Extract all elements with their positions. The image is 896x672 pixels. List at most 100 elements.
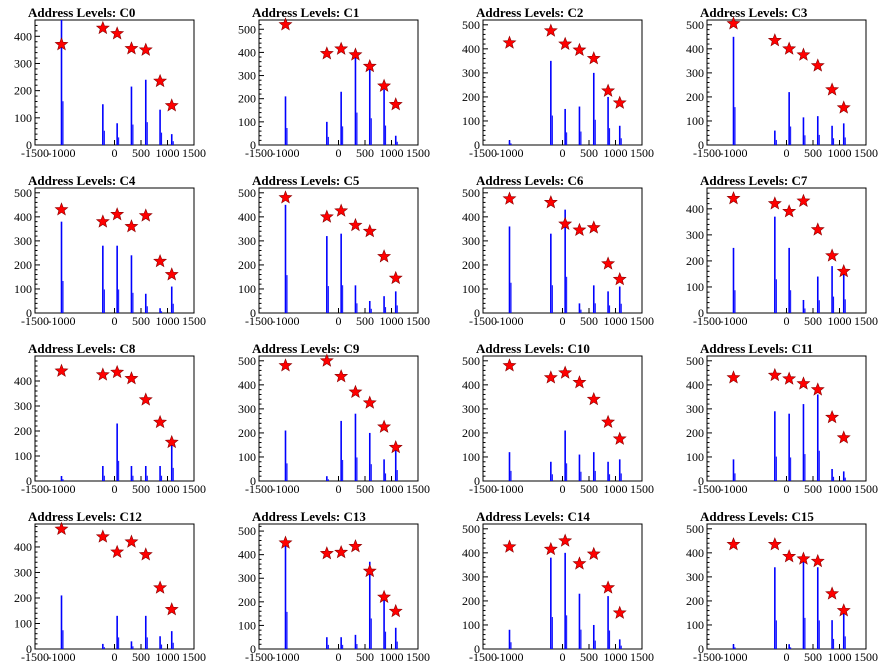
chart-title: Address Levels: C15 bbox=[700, 509, 814, 524]
x-tick-label: 0 bbox=[112, 314, 118, 328]
star-marker-icon bbox=[164, 267, 179, 281]
x-tick-label: -1500 bbox=[693, 482, 721, 496]
y-tick-label: 300 bbox=[686, 402, 704, 416]
plot-frame bbox=[706, 355, 867, 482]
star-marker-icon bbox=[388, 440, 403, 454]
x-tick-label: 500 bbox=[132, 482, 150, 496]
star-marker-icon bbox=[543, 370, 558, 384]
x-tick-label: -1500 bbox=[469, 146, 497, 160]
star-marker-icon bbox=[377, 78, 392, 92]
star-marker-icon bbox=[810, 222, 825, 236]
star-marker-icon bbox=[54, 202, 69, 216]
y-tick-label: 500 bbox=[462, 186, 480, 200]
y-tick-label: 300 bbox=[14, 56, 32, 70]
y-tick-label: 100 bbox=[14, 282, 32, 296]
star-marker-icon bbox=[601, 83, 616, 97]
y-tick-label: 400 bbox=[686, 546, 704, 560]
star-marker-icon bbox=[502, 358, 517, 372]
chart-plot: 0 100 200 300 400 500 -1500-1000 0 500 1000 1500 bbox=[14, 186, 206, 328]
x-tick-label: 1000 bbox=[380, 314, 404, 328]
y-tick-label: 300 bbox=[462, 402, 480, 416]
chart-panel: Address Levels: C0 0 100 200 300 400 -1500 -100… bbox=[0, 0, 224, 168]
star-marker-icon bbox=[572, 375, 587, 389]
star-marker-icon bbox=[836, 430, 851, 444]
x-tick-label: 1000 bbox=[156, 146, 180, 160]
x-tick-label: -1000 bbox=[48, 314, 76, 328]
star-marker-icon bbox=[612, 95, 627, 109]
chart-panel: Address Levels: C2 0 100 200 300 400 500 -1500-… bbox=[448, 0, 672, 168]
y-tick-label: 400 bbox=[14, 374, 32, 388]
x-tick-label: 500 bbox=[804, 314, 822, 328]
star-marker-icon bbox=[782, 371, 797, 385]
star-marker-icon bbox=[502, 35, 517, 49]
y-tick-label: 300 bbox=[238, 234, 256, 248]
x-tick-label: -1000 bbox=[496, 146, 524, 160]
star-marker-icon bbox=[110, 26, 125, 40]
y-tick-label: 200 bbox=[686, 594, 704, 608]
y-tick-label: 500 bbox=[462, 18, 480, 32]
plot-frame bbox=[34, 187, 195, 314]
star-marker-icon bbox=[782, 204, 797, 218]
chart-plot: 0 100 200 300 400 500 -1500-1000 0 500 1000 1500 bbox=[462, 522, 654, 664]
x-tick-label: -1500 bbox=[693, 146, 721, 160]
x-tick-label: -1500 bbox=[245, 650, 273, 664]
chart-plot: 0 100 200 300 400 -1500-1000 0 500 1000 1500 bbox=[14, 521, 206, 664]
x-tick-label: 0 bbox=[560, 146, 566, 160]
y-tick-label: 200 bbox=[14, 84, 32, 98]
y-tick-label: 200 bbox=[238, 92, 256, 106]
x-tick-label: -1000 bbox=[496, 314, 524, 328]
y-tick-label: 300 bbox=[14, 399, 32, 413]
x-tick-label: 0 bbox=[560, 482, 566, 496]
star-marker-icon bbox=[124, 534, 139, 548]
x-tick-label: 0 bbox=[784, 482, 790, 496]
y-tick-label: 500 bbox=[686, 354, 704, 368]
chart-panel: Address Levels: C1 0 100 200 300 400 500 -1500-… bbox=[224, 0, 448, 168]
star-marker-icon bbox=[796, 193, 811, 207]
x-tick-label: 0 bbox=[112, 650, 118, 664]
star-marker-icon bbox=[836, 100, 851, 114]
chart-plot: 0 100 200 300 400 -1500-1000 0 500 1000 1500 bbox=[14, 19, 206, 160]
star-marker-icon bbox=[377, 419, 392, 433]
x-tick-label: 0 bbox=[336, 146, 342, 160]
x-tick-label: 1500 bbox=[406, 650, 430, 664]
star-marker-icon bbox=[558, 216, 573, 230]
y-tick-label: 100 bbox=[238, 115, 256, 129]
star-marker-icon bbox=[138, 42, 153, 56]
x-tick-label: 1500 bbox=[854, 314, 878, 328]
y-tick-label: 500 bbox=[462, 354, 480, 368]
star-marker-icon bbox=[138, 392, 153, 406]
y-tick-label: 100 bbox=[14, 616, 32, 630]
star-marker-icon bbox=[348, 539, 363, 553]
star-marker-icon bbox=[138, 208, 153, 222]
chart-title: Address Levels: C8 bbox=[28, 341, 136, 356]
star-marker-icon bbox=[278, 190, 293, 204]
x-tick-label: 500 bbox=[580, 314, 598, 328]
star-marker-icon bbox=[278, 535, 293, 549]
star-marker-icon bbox=[572, 556, 587, 570]
y-tick-label: 500 bbox=[238, 354, 256, 368]
chart-panel: Address Levels: C5 0 100 200 300 400 500 -1500-… bbox=[224, 168, 448, 336]
star-marker-icon bbox=[54, 37, 69, 51]
chart-panel: Address Levels: C13 0 100 200 300 400 500 -1500… bbox=[224, 504, 448, 672]
x-tick-label: 1000 bbox=[828, 482, 852, 496]
y-tick-label: 100 bbox=[462, 450, 480, 464]
x-tick-label: 500 bbox=[132, 146, 150, 160]
chart-plot: 0 100 200 300 400 500 -1500-1000 0 500 1000 1500 bbox=[238, 523, 430, 664]
plot-frame bbox=[706, 19, 867, 146]
y-tick-label: 400 bbox=[462, 42, 480, 56]
x-tick-label: -1500 bbox=[469, 482, 497, 496]
star-marker-icon bbox=[796, 47, 811, 61]
chart-plot: 0 100 200 300 400 500 -1500-1000 0 500 1000 1500 bbox=[238, 353, 430, 496]
y-tick-label: 0 bbox=[250, 642, 256, 656]
y-tick-label: 0 bbox=[474, 642, 480, 656]
chart-plot: 0 100 200 300 400 -1500-1000 0 500 1000 1500 bbox=[686, 187, 878, 328]
y-tick-label: 500 bbox=[238, 524, 256, 538]
chart-panel: Address Levels: C9 0 100 200 300 400 500 -1500-… bbox=[224, 336, 448, 504]
star-marker-icon bbox=[95, 20, 110, 35]
y-tick-label: 100 bbox=[238, 618, 256, 632]
x-tick-label: -1500 bbox=[245, 314, 273, 328]
x-tick-label: 1500 bbox=[182, 650, 206, 664]
x-tick-label: 1000 bbox=[828, 314, 852, 328]
x-tick-label: 1500 bbox=[406, 482, 430, 496]
y-tick-label: 300 bbox=[14, 234, 32, 248]
